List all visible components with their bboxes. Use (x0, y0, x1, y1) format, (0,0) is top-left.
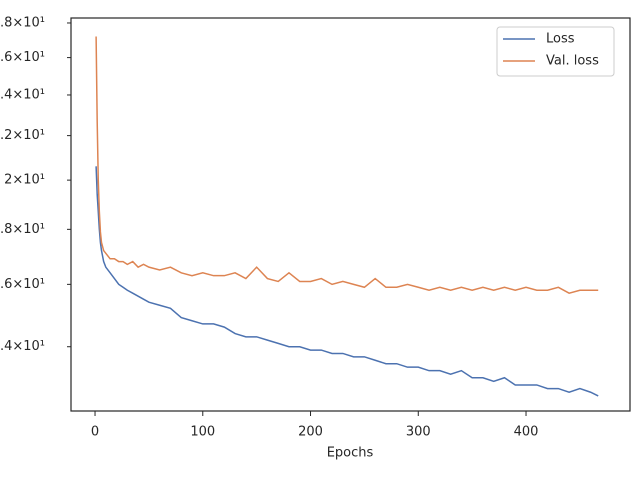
y-tick-label: 2.6×10¹ (0, 50, 45, 65)
y-tick-label: 2.2×10¹ (0, 128, 45, 143)
y-tick-label: 1.4×10¹ (0, 339, 45, 354)
axes-frame (70, 17, 631, 412)
legend-label: Loss (546, 32, 575, 47)
x-tick-label: 0 (91, 425, 99, 440)
series-line (95, 166, 599, 397)
series-line (95, 36, 599, 294)
x-tick-label: 200 (298, 425, 323, 440)
y-tick-label: 1.8×10¹ (0, 222, 45, 237)
y-tick-label: 1.6×10¹ (0, 277, 45, 292)
x-tick-label: 400 (514, 425, 539, 440)
legend-label: Val. loss (546, 54, 599, 69)
y-tick-label: 2.4×10¹ (0, 87, 45, 102)
x-axis-label: Epochs (327, 446, 374, 461)
x-tick-label: 100 (190, 425, 215, 440)
y-tick-label: 2×10¹ (4, 173, 45, 188)
y-tick-label: 2.8×10¹ (0, 15, 45, 30)
x-tick-label: 300 (406, 425, 431, 440)
